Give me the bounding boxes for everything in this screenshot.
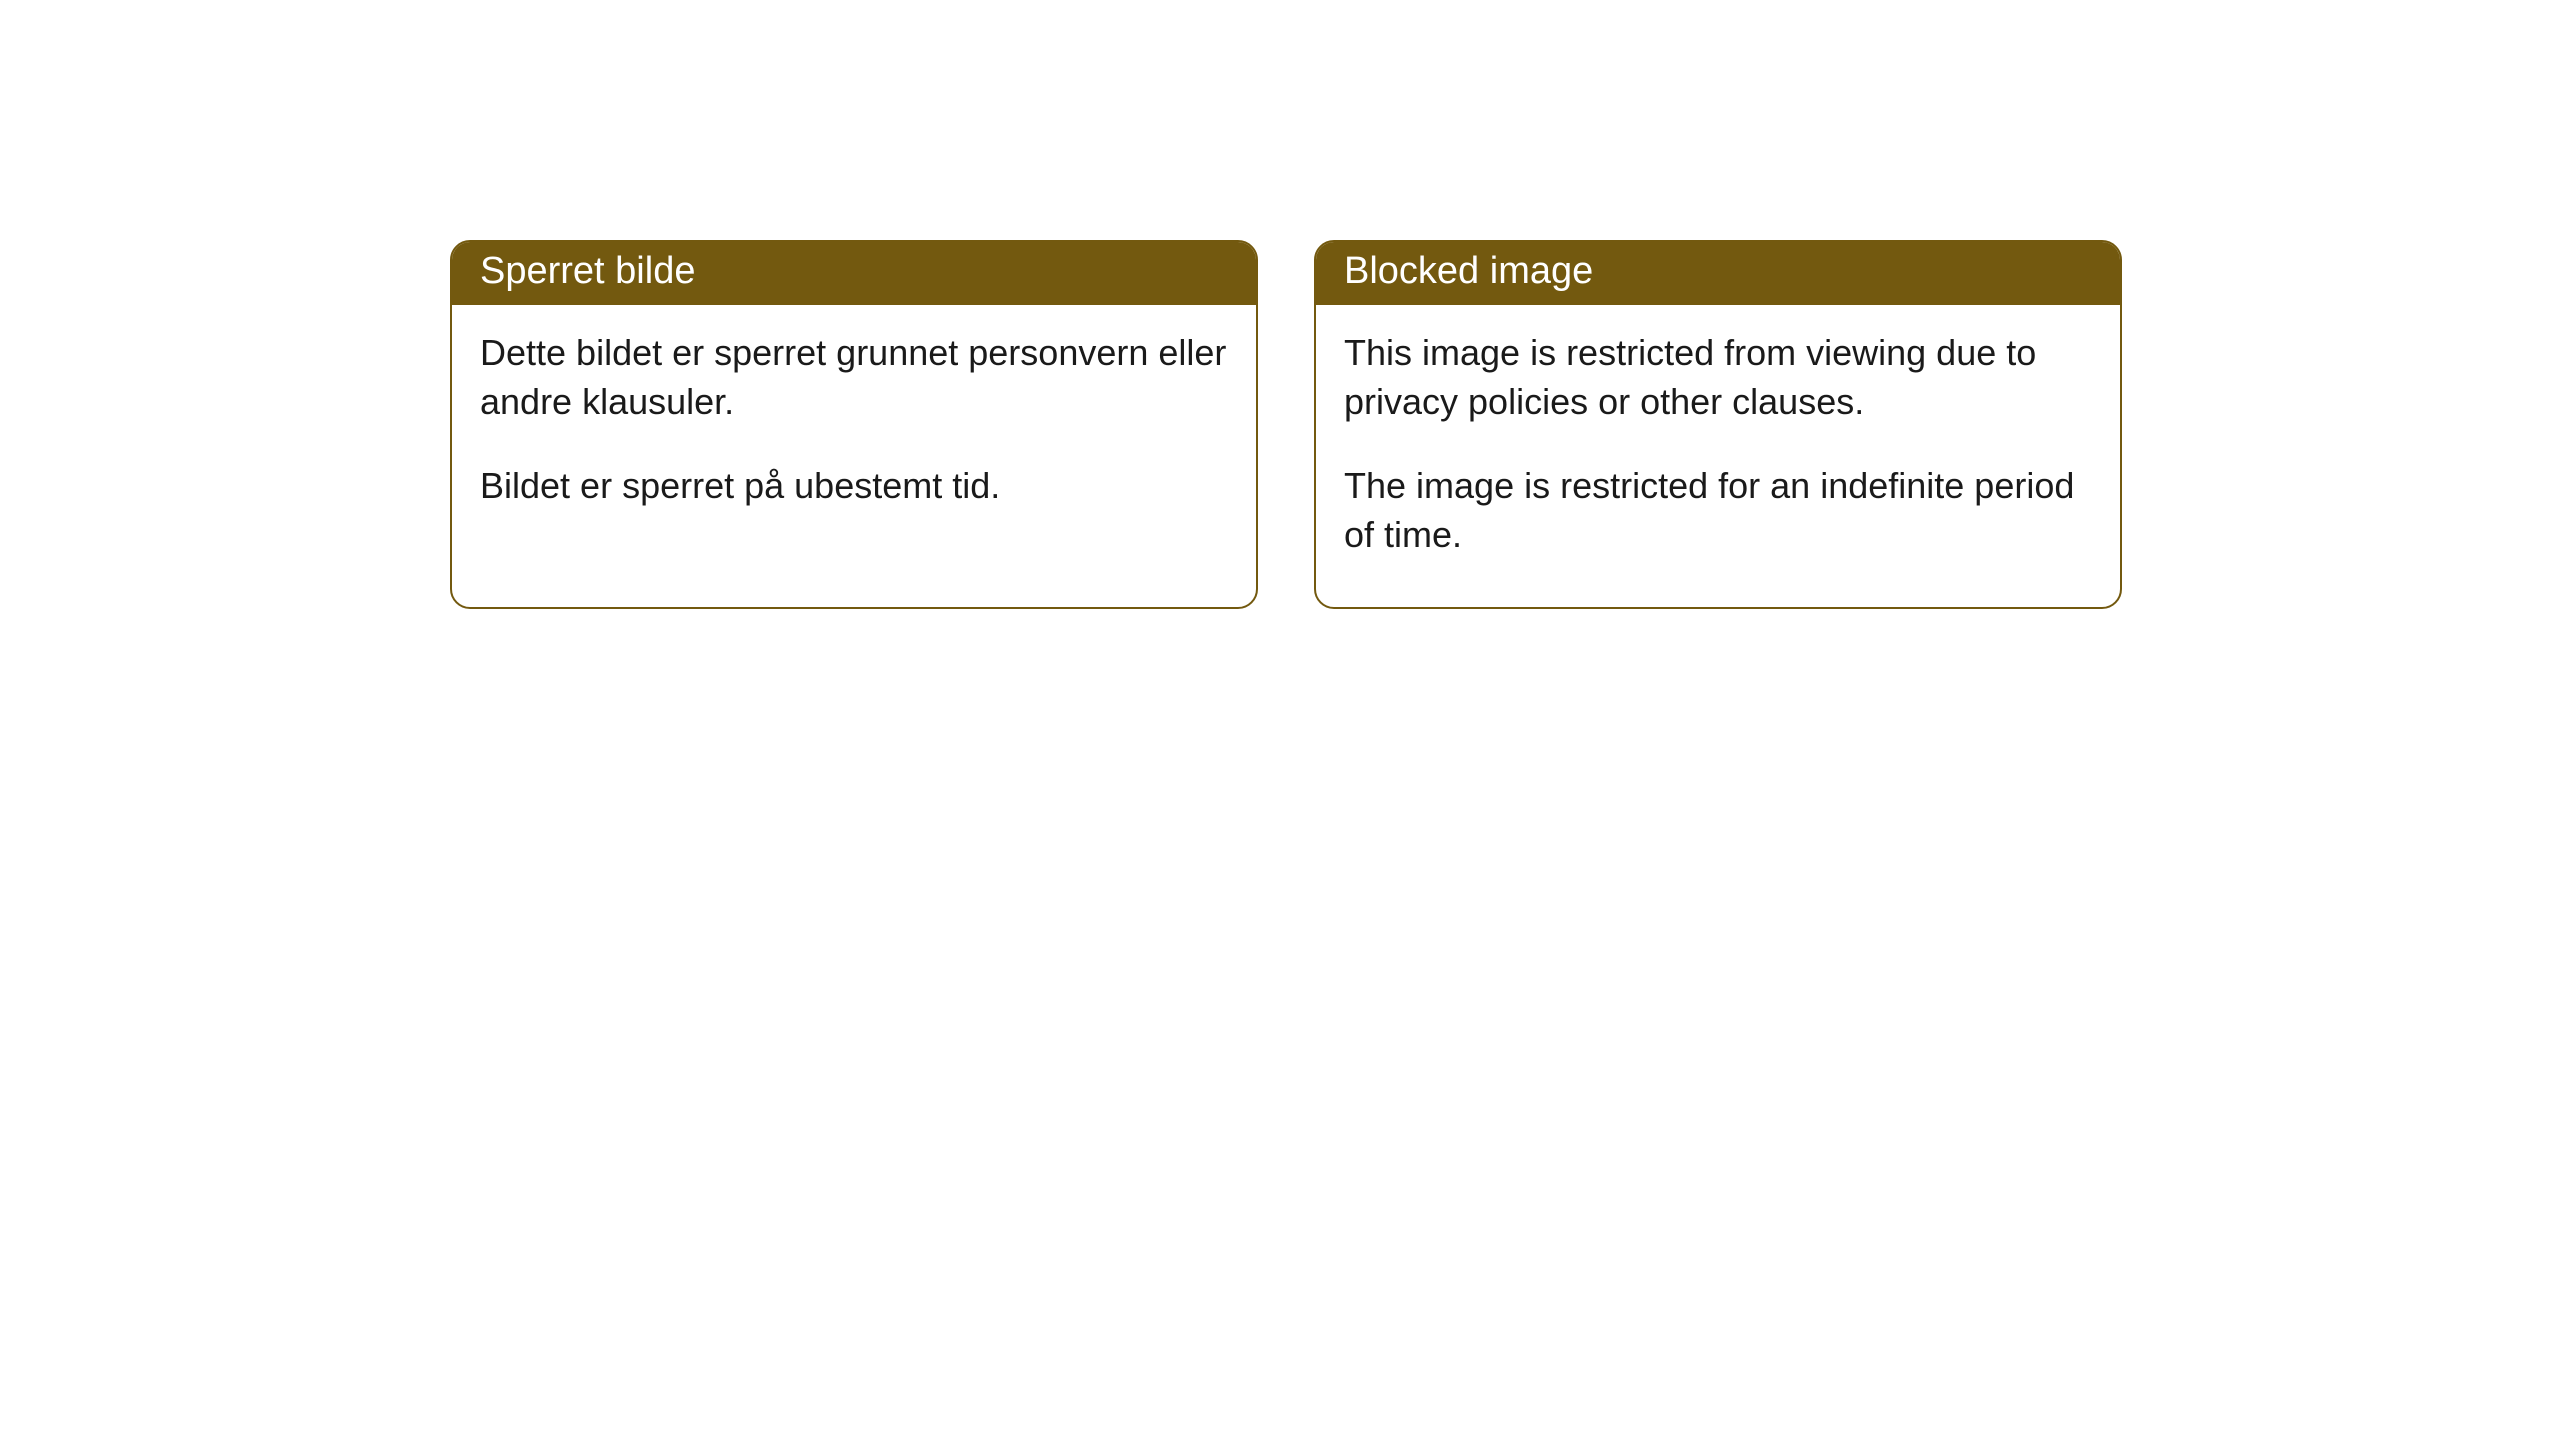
card-body: Dette bildet er sperret grunnet personve…: [452, 305, 1256, 559]
notice-card-norwegian: Sperret bilde Dette bildet er sperret gr…: [450, 240, 1258, 609]
card-title: Sperret bilde: [480, 250, 1228, 293]
card-paragraph: The image is restricted for an indefinit…: [1344, 462, 2092, 559]
notice-card-english: Blocked image This image is restricted f…: [1314, 240, 2122, 609]
notice-cards-container: Sperret bilde Dette bildet er sperret gr…: [450, 240, 2122, 609]
card-paragraph: Bildet er sperret på ubestemt tid.: [480, 462, 1228, 511]
card-paragraph: This image is restricted from viewing du…: [1344, 329, 2092, 426]
card-header: Sperret bilde: [452, 242, 1256, 305]
card-title: Blocked image: [1344, 250, 2092, 293]
card-header: Blocked image: [1316, 242, 2120, 305]
card-paragraph: Dette bildet er sperret grunnet personve…: [480, 329, 1228, 426]
card-body: This image is restricted from viewing du…: [1316, 305, 2120, 607]
